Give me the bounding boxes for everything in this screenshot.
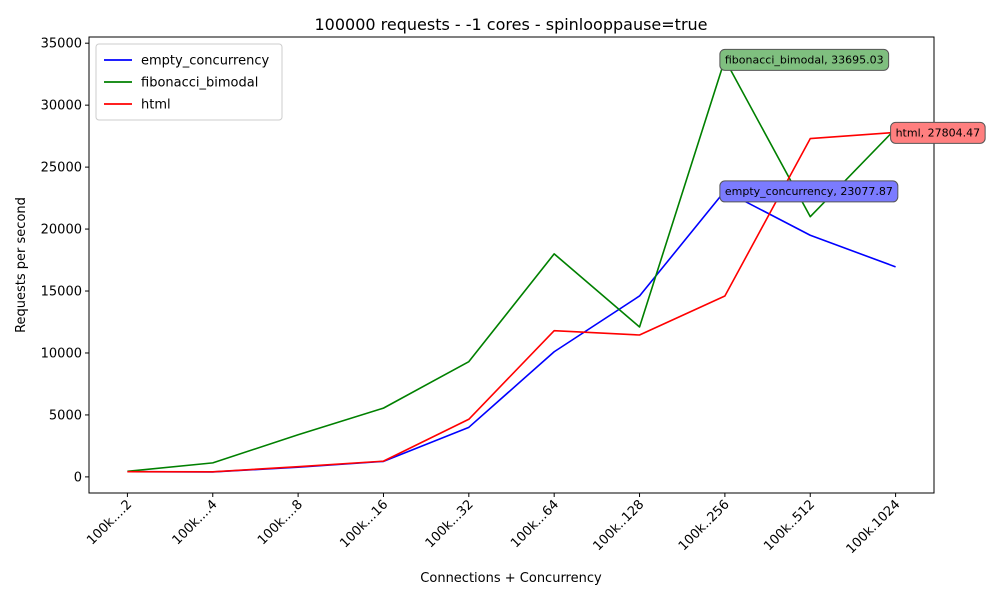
y-tick-label: 30000 bbox=[41, 99, 82, 114]
legend-label-empty_concurrency: empty_concurrency bbox=[141, 54, 269, 69]
annotation-html: html, 27804.47 bbox=[890, 121, 986, 144]
x-axis-label: Connections + Concurrency bbox=[420, 571, 602, 586]
y-tick-label: 25000 bbox=[41, 161, 82, 176]
legend-label-html: html bbox=[141, 98, 171, 113]
annotation-box bbox=[719, 48, 890, 71]
annotation-box bbox=[719, 180, 899, 203]
annotation-fibonacci_bimodal: fibonacci_bimodal, 33695.03 bbox=[719, 48, 890, 71]
series-line-html bbox=[127, 131, 896, 473]
annotation-label: fibonacci_bimodal, 33695.03 bbox=[725, 53, 884, 66]
y-tick-label: 5000 bbox=[49, 408, 82, 423]
chart-title: 100000 requests - -1 cores - spinlooppau… bbox=[314, 15, 707, 34]
axes-frame bbox=[88, 36, 935, 494]
annotation-box bbox=[890, 121, 986, 144]
legend-box bbox=[95, 43, 283, 121]
y-tick-label: 10000 bbox=[41, 346, 82, 361]
y-tick-label: 15000 bbox=[41, 285, 82, 300]
annotation-empty_concurrency: empty_concurrency, 23077.87 bbox=[719, 180, 899, 203]
legend-label-fibonacci_bimodal: fibonacci_bimodal bbox=[141, 76, 258, 91]
y-tick-label: 35000 bbox=[41, 37, 82, 52]
series-line-fibonacci_bimodal bbox=[127, 58, 897, 473]
y-tick-label: 20000 bbox=[41, 223, 82, 238]
annotation-label: empty_concurrency, 23077.87 bbox=[725, 185, 893, 198]
y-tick-label: 0 bbox=[74, 470, 82, 485]
y-axis-label: Requests per second bbox=[14, 197, 29, 333]
annotation-label: html, 27804.47 bbox=[896, 126, 981, 139]
